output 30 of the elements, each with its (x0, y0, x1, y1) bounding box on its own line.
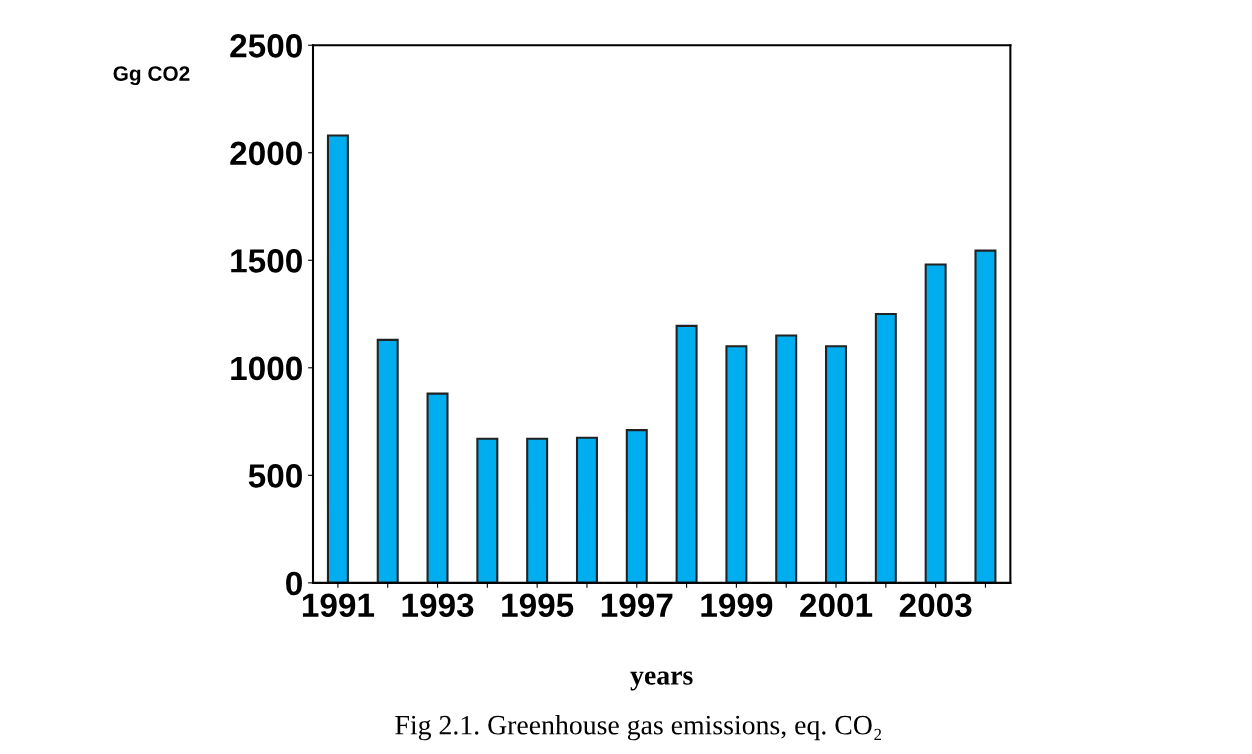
bar (675, 324, 698, 583)
y-tick-label: 2500 (230, 34, 302, 58)
bar (775, 334, 798, 583)
bar (326, 134, 349, 583)
bar (625, 429, 648, 583)
bar (974, 249, 997, 583)
y-tick-label: 0 (286, 571, 302, 596)
bar (426, 392, 449, 583)
x-tick-label: 2003 (899, 593, 972, 618)
x-tick-label: 1997 (601, 593, 673, 618)
y-axis-title: Gg CO2 (113, 66, 190, 86)
bar (874, 313, 897, 583)
bar (825, 345, 848, 583)
bar (526, 437, 549, 583)
y-tick-label: 2000 (230, 141, 302, 166)
bar (575, 436, 598, 583)
x-tick-label: 1993 (402, 593, 474, 618)
x-tick-label: 1991 (302, 593, 375, 618)
bar (725, 345, 748, 583)
caption: Fig 2.1. Greenhouse gas emissions, eq. CO₂ (395, 714, 882, 741)
bar (376, 338, 399, 583)
bar (476, 437, 499, 583)
y-tick-label: 500 (248, 464, 302, 488)
y-tick-label: 1000 (231, 356, 302, 381)
bar (924, 263, 947, 583)
x-tick-label: 1999 (701, 593, 773, 618)
x-axis-title: years (630, 671, 693, 691)
x-tick-label: 2001 (800, 593, 873, 618)
y-tick-label: 1500 (231, 249, 302, 273)
x-tick-label: 1995 (502, 593, 574, 618)
